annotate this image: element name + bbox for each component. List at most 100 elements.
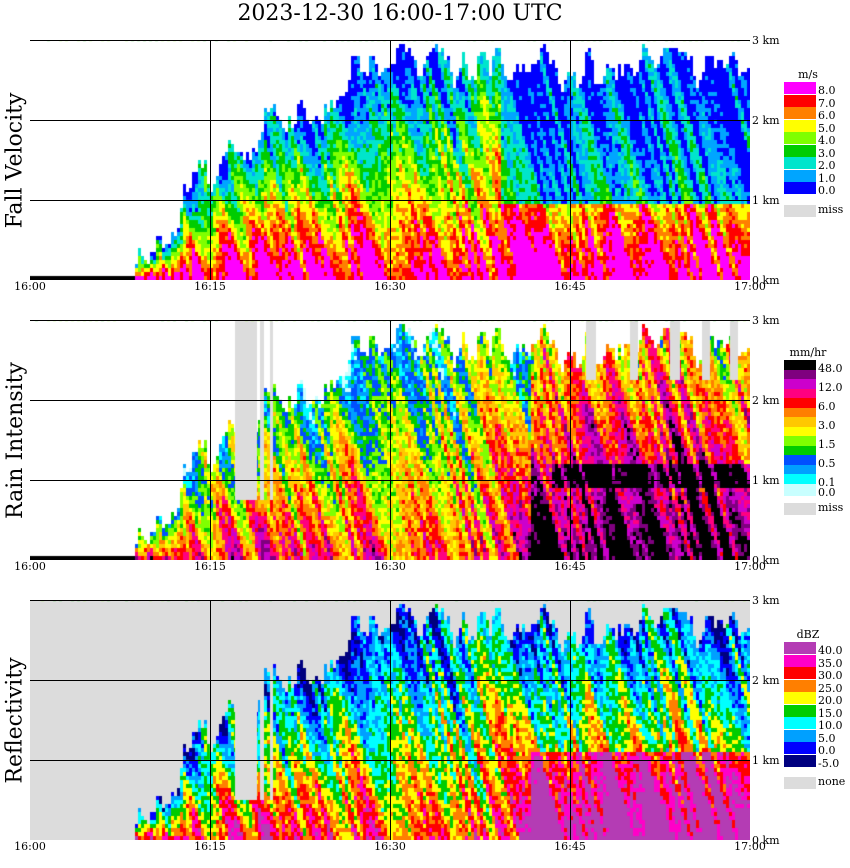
reflectivity-axis-label: Reflectivity — [2, 656, 28, 784]
legend-swatch — [784, 369, 816, 382]
legend-swatch — [784, 182, 816, 194]
legend-missing-swatch — [784, 204, 816, 217]
x-tick-label: 16:00 — [14, 280, 46, 293]
fall-velocity-panel: Fall Velocity 16:00 16:15 16:30 16:45 17:00 … — [0, 30, 850, 293]
legend-label: 40.0 — [818, 644, 843, 657]
legend-label: 5.0 — [818, 731, 836, 745]
height-tick-label: 1 km — [752, 754, 780, 767]
legend-swatch — [784, 144, 816, 157]
height-tick-label: 2 km — [752, 114, 780, 127]
fall-velocity-plot — [30, 40, 750, 280]
x-tick-label: 17:00 — [734, 560, 766, 573]
legend-label: 7.0 — [818, 96, 836, 110]
legend-missing-swatch — [784, 503, 816, 515]
legend-swatch — [784, 717, 816, 729]
legend-swatch — [784, 704, 816, 717]
legend-unit: mm/hr — [789, 346, 827, 359]
fall-velocity-axis-label: Fall Velocity — [2, 92, 28, 228]
legend-swatch — [784, 692, 816, 704]
height-tick-label: 1 km — [752, 194, 780, 207]
x-tick-label: 16:45 — [554, 840, 586, 853]
legend-swatch — [784, 679, 816, 692]
legend-swatch — [784, 729, 816, 742]
height-tick-label: 0 km — [752, 834, 780, 847]
height-tick-label: 2 km — [752, 394, 780, 407]
legend-label: 48.0 — [818, 362, 843, 375]
legend-swatch — [784, 455, 816, 467]
x-tick-label: 16:30 — [374, 280, 406, 293]
x-tick-label: 16:15 — [194, 840, 226, 853]
height-tick-label: 3 km — [752, 34, 780, 47]
legend-label: 0.5 — [818, 457, 836, 470]
legend-label: 2.0 — [818, 159, 836, 172]
legend-label: 4.0 — [818, 134, 836, 147]
legend-swatch — [784, 426, 816, 439]
legend-label: 30.0 — [818, 669, 843, 682]
legend-swatch — [784, 107, 816, 119]
legend-swatch — [784, 483, 816, 496]
legend-label: 6.0 — [818, 109, 836, 122]
legend-label: 0.0 — [818, 184, 836, 197]
reflectivity-heatmap — [30, 600, 750, 840]
legend-label: -5.0 — [818, 756, 840, 770]
legend-label: 0.0 — [818, 485, 836, 499]
legend-swatch — [784, 445, 816, 458]
reflectivity-plot — [30, 600, 750, 840]
legend-label: 6.0 — [818, 400, 836, 413]
legend-label: 35.0 — [818, 656, 843, 670]
legend-label: 1.0 — [818, 171, 836, 185]
legend-label: 3.0 — [818, 146, 836, 160]
x-tick-label: 16:15 — [194, 280, 226, 293]
legend-swatch — [784, 157, 816, 169]
legend-swatch — [784, 407, 816, 420]
x-tick-label: 16:45 — [554, 280, 586, 293]
legend-label: 3.0 — [818, 419, 836, 432]
legend-swatch — [784, 654, 816, 667]
legend-swatch — [784, 464, 816, 477]
legend-swatch — [784, 169, 816, 182]
rain-intensity-axis-label: Rain Intensity — [2, 361, 28, 519]
legend-unit: dBZ — [796, 628, 820, 641]
legend-missing-label: miss — [818, 501, 844, 514]
x-tick-label: 17:00 — [734, 280, 766, 293]
legend-swatch — [784, 667, 816, 679]
height-tick-label: 1 km — [752, 474, 780, 487]
height-tick-label: 3 km — [752, 594, 780, 607]
height-tick-label: 2 km — [752, 674, 780, 687]
x-tick-label: 16:45 — [554, 560, 586, 573]
legend-swatch — [784, 398, 816, 410]
height-tick-label: 0 km — [752, 274, 780, 287]
legend-swatch — [784, 474, 816, 486]
legend-missing-swatch — [784, 777, 816, 789]
legend-swatch — [784, 742, 816, 754]
x-tick-label: 17:00 — [734, 840, 766, 853]
legend-label: 8.0 — [818, 84, 836, 97]
legend-label: 0.1 — [818, 476, 836, 489]
x-tick-label: 16:00 — [14, 840, 46, 853]
legend-missing-label: none — [818, 775, 846, 788]
legend-swatch — [784, 119, 816, 132]
legend-swatch — [784, 360, 816, 372]
x-tick-label: 16:00 — [14, 560, 46, 573]
x-tick-label: 16:15 — [194, 560, 226, 573]
legend-swatch — [784, 379, 816, 391]
legend-swatch — [784, 436, 816, 448]
rain-intensity-panel: Rain Intensity 16:00 16:15 16:30 16:45 17:00… — [0, 310, 850, 573]
rain-intensity-heatmap — [30, 320, 750, 560]
legend-swatch — [784, 417, 816, 429]
fall-velocity-heatmap — [30, 40, 750, 280]
x-tick-label: 16:30 — [374, 560, 406, 573]
legend-swatch — [784, 388, 816, 401]
legend-label: 15.0 — [818, 706, 843, 720]
chart-title: 2023-12-30 16:00-17:00 UTC — [237, 1, 563, 26]
rain-intensity-plot — [30, 320, 750, 560]
legend-label: 25.0 — [818, 681, 843, 695]
legend-label: 20.0 — [818, 694, 843, 707]
x-tick-label: 16:30 — [374, 840, 406, 853]
legend-missing-label: miss — [818, 202, 844, 216]
legend-label: 12.0 — [818, 381, 843, 394]
legend-label: 1.5 — [818, 438, 836, 451]
legend-swatch — [784, 642, 816, 654]
legend-swatch — [784, 94, 816, 107]
legend-swatch — [784, 754, 816, 767]
